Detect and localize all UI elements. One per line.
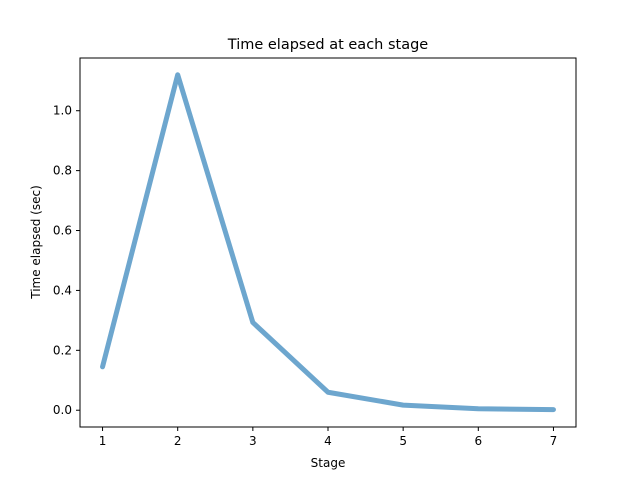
x-axis-label: Stage xyxy=(311,456,346,470)
series-line-0 xyxy=(100,72,556,413)
y-tick-label: 0.0 xyxy=(53,403,72,417)
y-tick-label: 0.2 xyxy=(53,343,72,357)
data-point xyxy=(553,409,554,410)
x-tick-label: 6 xyxy=(474,434,482,448)
x-axis: 1 2 3 4 5 6 7 xyxy=(99,427,558,448)
data-point xyxy=(403,405,404,406)
data-point xyxy=(252,322,253,323)
y-axis: 0.0 0.2 0.4 0.6 0.8 1.0 xyxy=(53,104,80,417)
x-tick-label: 2 xyxy=(174,434,182,448)
chart-title: Time elapsed at each stage xyxy=(227,37,429,53)
data-point xyxy=(102,366,103,367)
x-tick-label: 1 xyxy=(99,434,107,448)
plot-area xyxy=(79,57,577,428)
x-tick-label: 7 xyxy=(550,434,558,448)
x-tick-label: 5 xyxy=(399,434,407,448)
y-axis-label: Time elapsed (sec) xyxy=(29,185,43,300)
data-point xyxy=(478,408,479,409)
y-tick-label: 0.6 xyxy=(53,224,72,238)
data-point xyxy=(328,392,329,393)
axes-frame xyxy=(79,57,577,428)
series-layer xyxy=(100,72,556,413)
x-tick-label: 4 xyxy=(324,434,332,448)
y-tick-label: 0.4 xyxy=(53,283,72,297)
y-tick-label: 0.8 xyxy=(53,164,72,178)
y-tick-label: 1.0 xyxy=(53,104,72,118)
data-point xyxy=(177,74,178,75)
x-tick-label: 3 xyxy=(249,434,257,448)
